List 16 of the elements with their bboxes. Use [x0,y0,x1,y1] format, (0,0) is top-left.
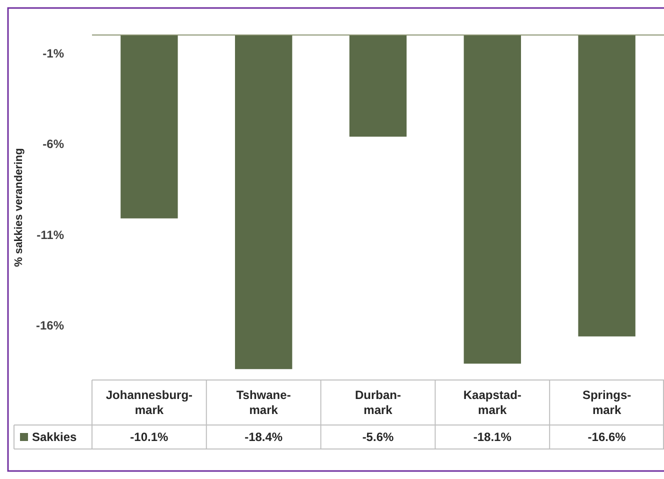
x-tick-label: Kaapstad-mark [463,388,522,418]
y-tick-label: -16% [36,318,64,333]
data-label: -18.1% [473,430,512,444]
x-tick-label: Springs-mark [582,388,632,418]
data-label: -16.6% [588,430,626,444]
data-label: -5.6% [362,430,394,444]
x-tick-label: Tshwane-mark [236,388,291,418]
y-axis-title: % sakkies verandering [13,148,25,267]
data-label: -10.1% [130,430,169,444]
x-tick-label: Durban-mark [355,388,401,418]
legend-label: Sakkies [32,430,78,444]
y-tick-label: -6% [42,137,64,152]
data-label: -18.4% [244,430,283,444]
y-tick-label: -1% [42,46,64,60]
y-tick-label: -11% [36,228,64,242]
x-tick-label: Johannesburg-mark [106,388,193,418]
